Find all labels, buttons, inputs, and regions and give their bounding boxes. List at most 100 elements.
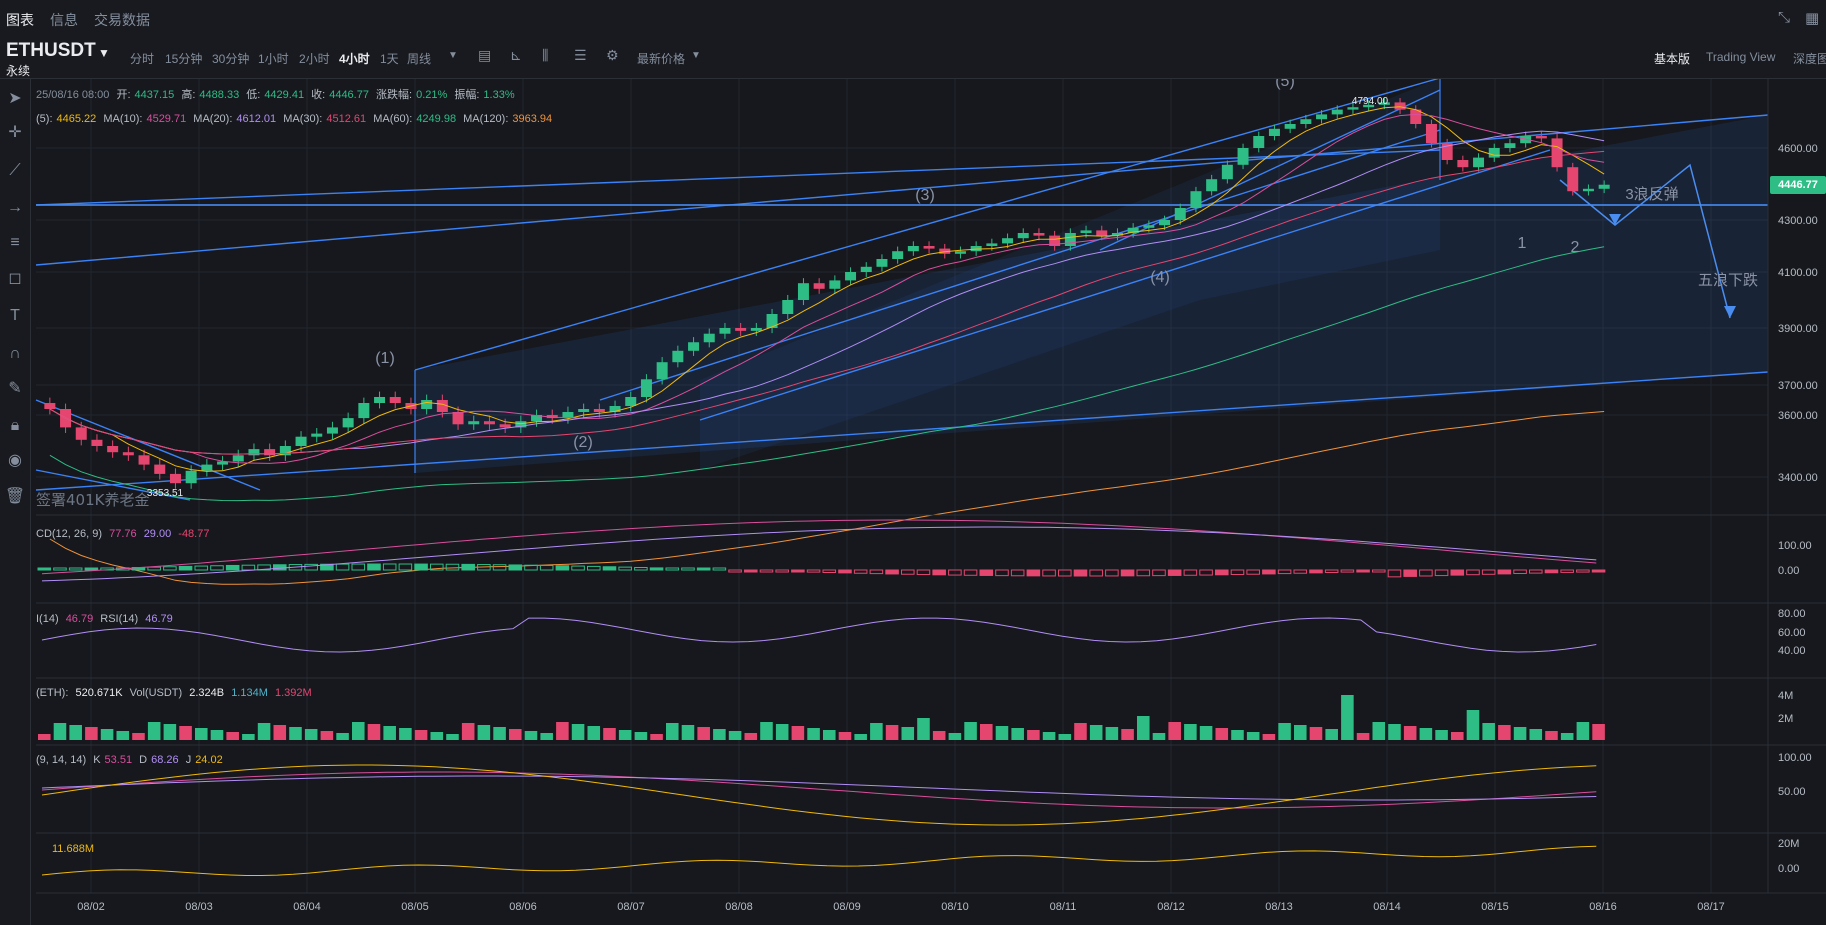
- candle-body: [986, 243, 998, 246]
- rsi-tick-label: 80.00: [1778, 608, 1806, 620]
- macd-bar: [163, 566, 177, 571]
- change-value: 0.21%: [416, 89, 448, 101]
- candle-body: [1300, 119, 1312, 124]
- symbol-name[interactable]: ETHUSDT: [6, 40, 96, 61]
- candle-body: [939, 248, 951, 254]
- candle-body: [1221, 164, 1233, 180]
- interval-1d[interactable]: 1天: [380, 52, 399, 66]
- volume-bar: [885, 725, 899, 740]
- rsi-label2: RSI(14): [100, 613, 139, 625]
- obv-legend: 11.688M: [52, 843, 98, 855]
- x-tick-label: 08/06: [509, 901, 537, 913]
- volume-bar: [917, 718, 930, 740]
- interval-4h[interactable]: 4小时: [339, 52, 370, 66]
- ma5-line: [49, 106, 1605, 472]
- candle-body: [656, 362, 668, 380]
- x-tick-label: 08/04: [293, 901, 321, 913]
- candle-body: [1316, 114, 1328, 120]
- trash-icon[interactable]: 🗑︎: [4, 488, 26, 505]
- tab-chart[interactable]: 图表: [6, 12, 34, 41]
- volume-bar: [53, 723, 67, 740]
- macd-bar: [1481, 569, 1496, 575]
- template-icon[interactable]: ☰: [574, 47, 587, 63]
- candle-body: [1033, 233, 1045, 236]
- candle-body: [1425, 124, 1437, 144]
- trendline-icon[interactable]: ⟋: [9, 162, 21, 179]
- candle-body: [279, 446, 291, 456]
- ma60-label: MA(60):: [373, 113, 413, 125]
- interval-dropdown-icon[interactable]: ▼: [448, 50, 458, 61]
- eye-icon[interactable]: ◉: [8, 452, 22, 469]
- shape-rectangle-icon[interactable]: ◻: [8, 270, 22, 287]
- kdj-tick-label: 50.00: [1778, 786, 1806, 798]
- interval-2h[interactable]: 2小时: [299, 52, 330, 66]
- volume-bar: [1137, 716, 1150, 740]
- macd-v2: 29.00: [143, 528, 172, 540]
- volume-bar: [1545, 731, 1558, 740]
- macd-bar: [37, 567, 52, 571]
- macd-bar: [696, 567, 711, 571]
- price-type-dropdown-icon[interactable]: ▼: [691, 50, 701, 61]
- d-value: 68.26: [151, 754, 179, 766]
- price-type-select[interactable]: 最新价格: [637, 52, 686, 66]
- macd-bar: [241, 564, 256, 571]
- macd-bar: [853, 569, 868, 574]
- calendar-icon[interactable]: ▤: [478, 47, 492, 63]
- settings-gear-icon[interactable]: ⚙: [606, 47, 619, 63]
- interval-1h[interactable]: 1小时: [258, 52, 289, 66]
- macd-bar: [1293, 569, 1308, 574]
- y-tick-label: 4100.00: [1778, 267, 1818, 279]
- candle-body: [1331, 109, 1343, 115]
- obv-line: [41, 845, 1597, 876]
- volume-bar: [1592, 724, 1605, 740]
- macd-bar: [273, 564, 287, 571]
- interval-1w[interactable]: 周线: [407, 52, 432, 66]
- close-value: 4446.77: [329, 89, 369, 101]
- candle-type-icon[interactable]: ⫼: [542, 47, 549, 63]
- macd-bar: [1340, 569, 1355, 573]
- ray-arrow-icon[interactable]: →: [7, 199, 23, 216]
- wave-annotation: 1: [1518, 235, 1527, 252]
- volume-bar: [556, 722, 569, 740]
- symbol-dropdown-icon[interactable]: ▼: [98, 46, 110, 60]
- wave-annotation: 3浪反弹: [1625, 186, 1678, 203]
- tab-info[interactable]: 信息: [50, 12, 78, 28]
- draw-lock-icon[interactable]: ✎: [8, 380, 22, 397]
- crosshair-icon[interactable]: ✛: [8, 124, 22, 141]
- macd-bar: [1183, 569, 1198, 576]
- macd-bar: [885, 569, 899, 575]
- interval-time[interactable]: 分时: [130, 52, 155, 66]
- rsi-v1: 46.79: [65, 613, 94, 625]
- layout-icon[interactable]: ▦: [1805, 10, 1820, 27]
- wave-annotation: 五浪下跌: [1698, 272, 1758, 289]
- volume-bar: [1309, 727, 1323, 740]
- magnet-icon[interactable]: ∩: [9, 345, 21, 362]
- rsi-v2: 46.79: [145, 613, 173, 625]
- interval-15m[interactable]: 15分钟: [165, 52, 203, 66]
- ohlc-legend: 25/08/16 08:00 开: 4437.15 高: 4488.33 低: 442…: [36, 86, 519, 102]
- kdj-tick-label: 100.00: [1778, 752, 1812, 764]
- amp-label: 振幅:: [454, 89, 480, 101]
- vol-v4: 1.392M: [274, 687, 312, 699]
- volume-bar: [1451, 732, 1464, 740]
- ma120-label: MA(120):: [463, 113, 509, 125]
- view-depth[interactable]: 深度图: [1793, 52, 1826, 66]
- fib-icon[interactable]: ≡: [10, 234, 20, 251]
- volume-bar: [430, 732, 444, 740]
- volume-bar: [1388, 724, 1401, 740]
- candle-body: [389, 397, 401, 403]
- tab-trading-data[interactable]: 交易数据: [94, 12, 150, 28]
- lock-icon[interactable]: 🔒︎: [10, 417, 20, 434]
- candle-body: [609, 406, 621, 412]
- cursor-icon[interactable]: ➤: [8, 90, 22, 107]
- volume-bar: [666, 723, 679, 740]
- indicator-icon[interactable]: ⊾: [510, 47, 522, 63]
- collapse-icon[interactable]: ⤡: [1778, 9, 1791, 26]
- text-tool-icon[interactable]: T: [10, 307, 20, 324]
- view-tradingview[interactable]: Trading View: [1706, 50, 1776, 64]
- view-basic[interactable]: 基本版: [1654, 52, 1691, 66]
- interval-30m[interactable]: 30分钟: [212, 52, 250, 66]
- vol-tick-label: 4M: [1778, 690, 1793, 702]
- macd-bar: [147, 566, 161, 571]
